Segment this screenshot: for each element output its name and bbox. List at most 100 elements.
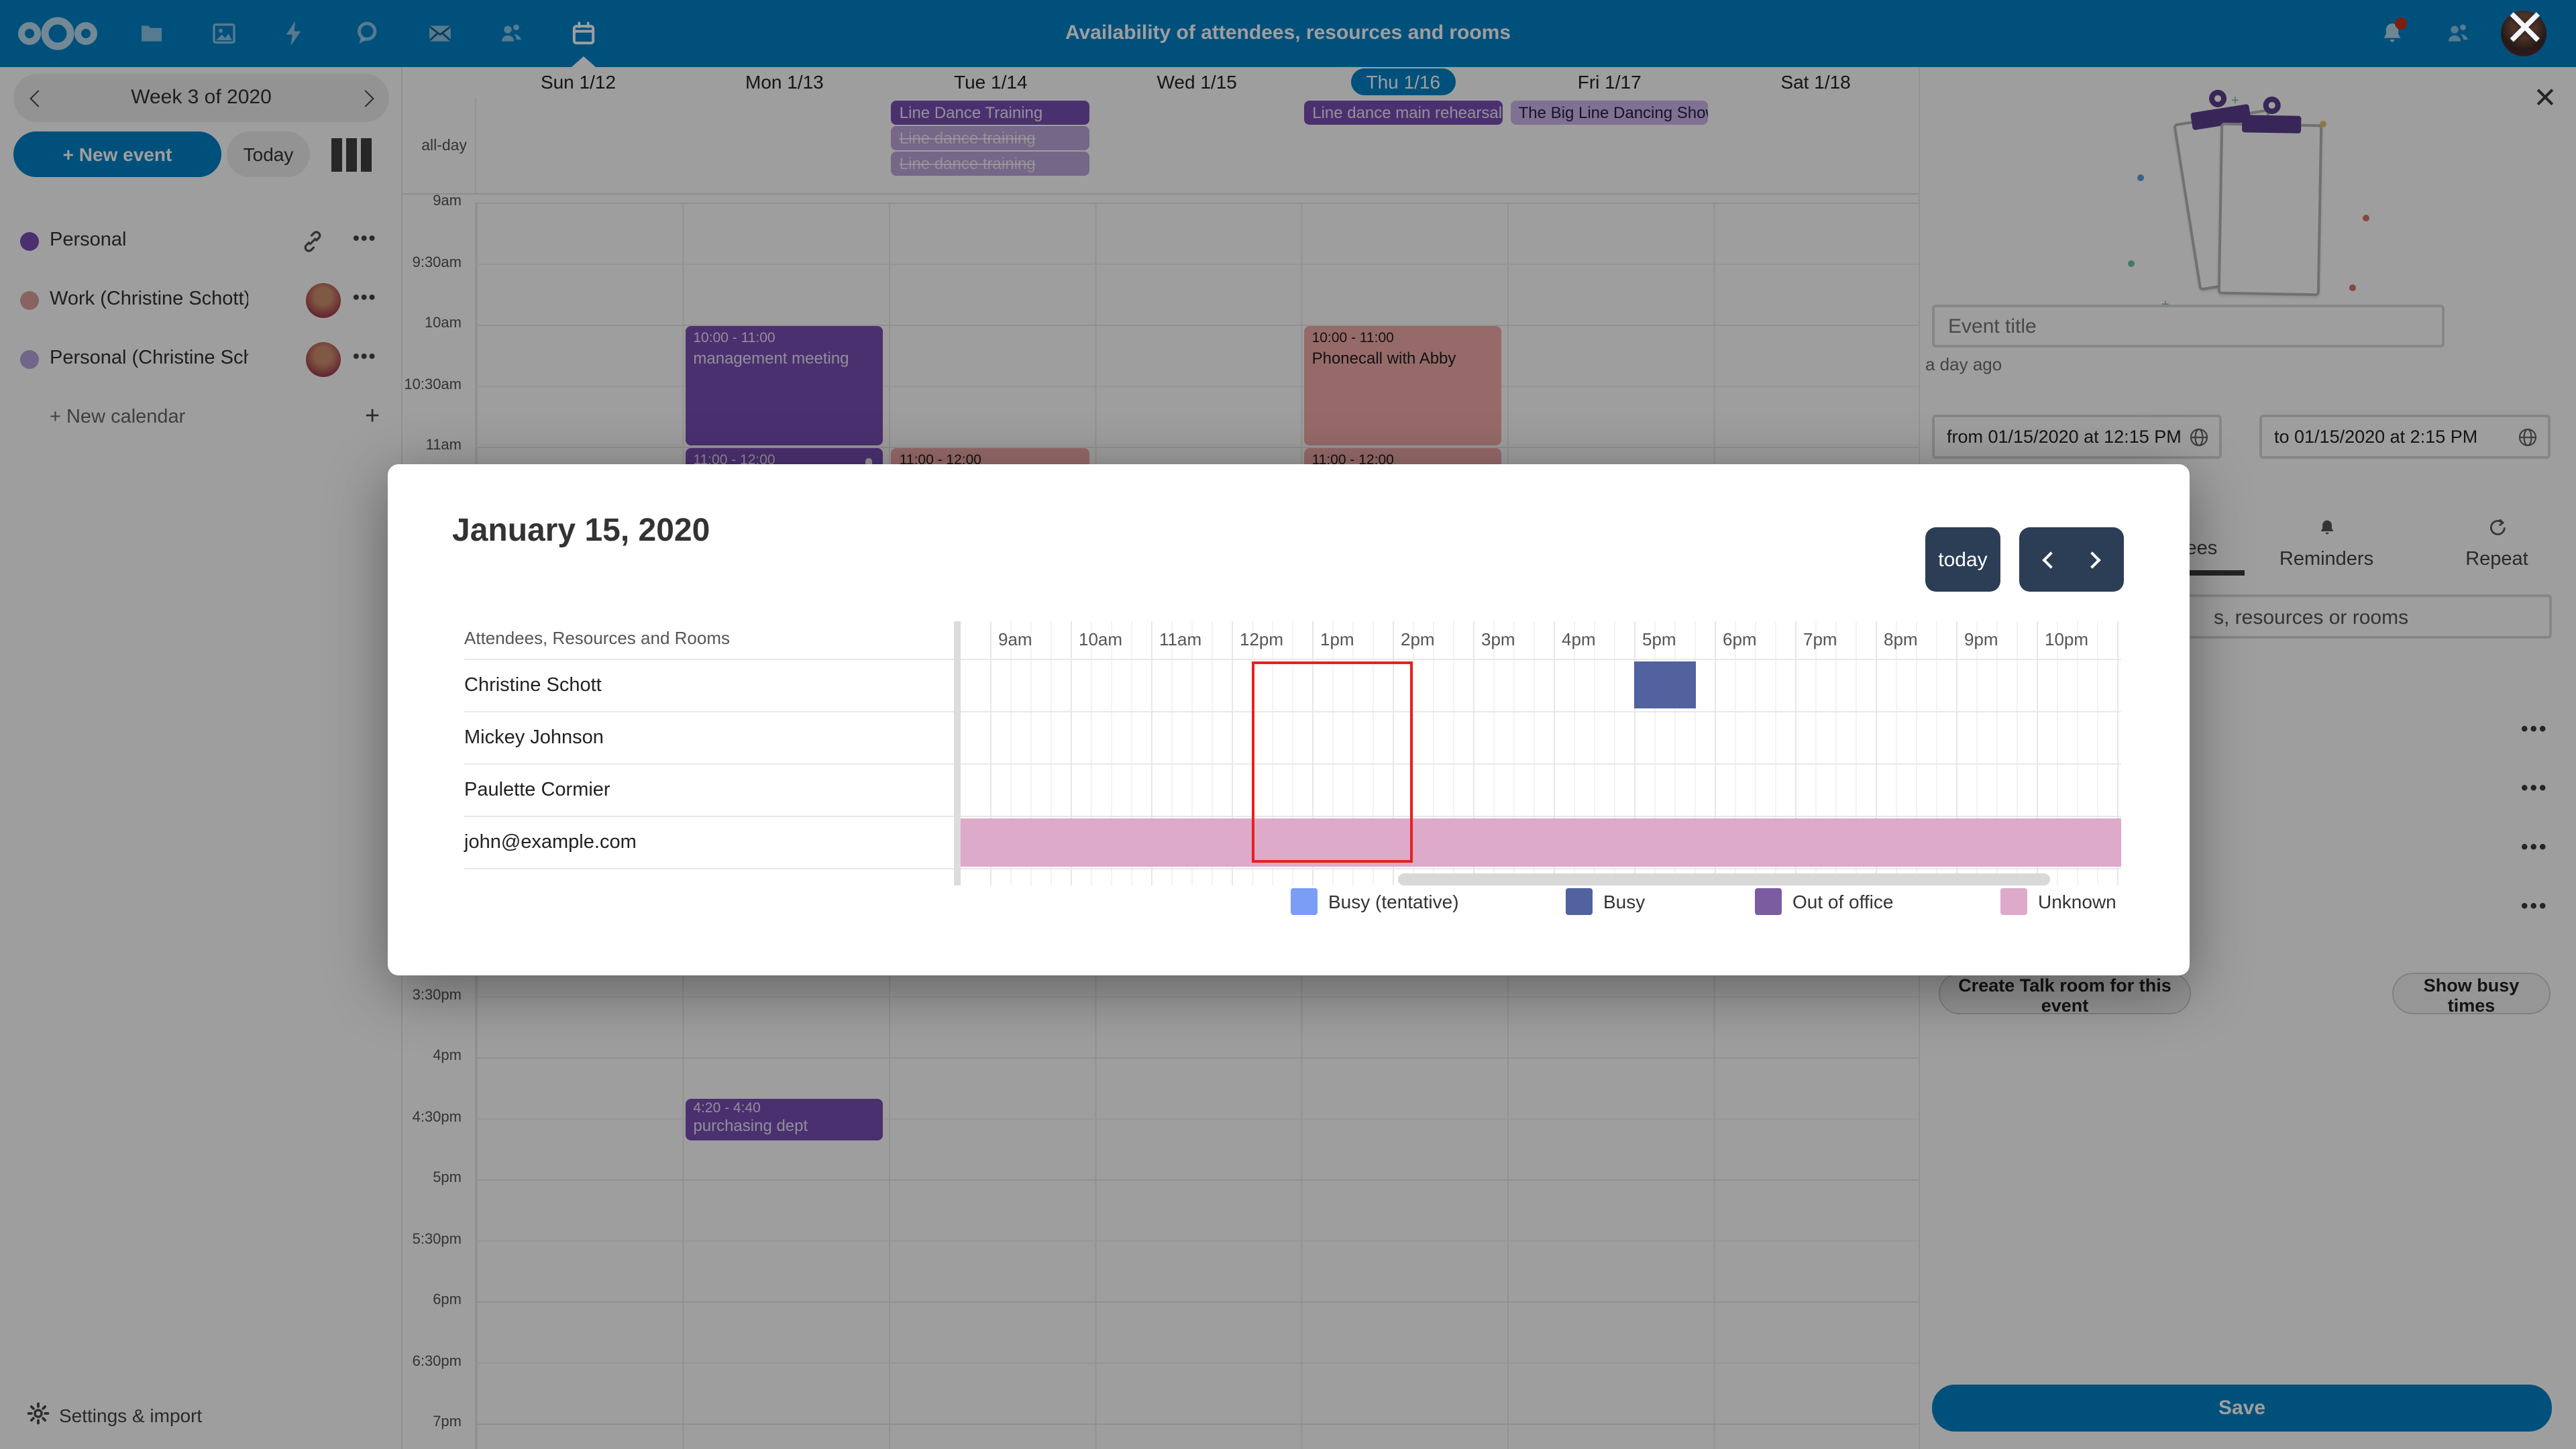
- time-label: 9am: [433, 195, 462, 209]
- day-header-row: Sun 1/12 Mon 1/13 Tue 1/14 Wed 1/15 Thu …: [402, 67, 1919, 98]
- timezone-globe-icon[interactable]: [2188, 427, 2210, 455]
- bell-icon: [2259, 518, 2394, 545]
- time-label: 4:30pm: [412, 1109, 462, 1125]
- today-pill: Thu 1/16: [1351, 68, 1456, 95]
- attendee-actions-icon[interactable]: •••: [2521, 718, 2548, 741]
- previous-day-icon[interactable]: [2042, 551, 2060, 568]
- event-title: management meeting: [693, 349, 849, 368]
- horizontal-scrollbar[interactable]: [1398, 873, 2050, 885]
- dialog-today-button[interactable]: today: [1925, 527, 2000, 592]
- hour-label: 8pm: [1884, 629, 1918, 649]
- calendar-owner-avatar: [306, 283, 341, 318]
- mail-app-icon[interactable]: [427, 20, 453, 47]
- attendee-row[interactable]: Christine Schott: [464, 660, 954, 712]
- notifications-bell-icon[interactable]: [2379, 17, 2407, 47]
- sidebar-calendar-work[interactable]: Work (Christine Schott) •••: [0, 271, 402, 330]
- time-label: 3:30pm: [412, 987, 462, 1003]
- all-day-event[interactable]: Line Dance Training: [891, 101, 1090, 125]
- attendee-actions-icon[interactable]: •••: [2521, 895, 2548, 918]
- hour-label: 1pm: [1320, 629, 1354, 649]
- event-time: 4:20 - 4:40: [693, 1100, 761, 1116]
- selected-timespan-outline[interactable]: [1252, 661, 1413, 863]
- availability-grid[interactable]: 9am 10am 11am 12pm 1pm 2pm 3pm 4pm 5pm 6pm 7pm 8pm 9…: [961, 621, 2121, 885]
- week-view-toggle-icon[interactable]: [331, 138, 372, 172]
- settings-import-button[interactable]: Settings & import: [0, 1395, 402, 1436]
- time-label: 6:30pm: [412, 1353, 462, 1369]
- all-day-event[interactable]: Line dance main rehearsal: [1304, 101, 1503, 125]
- day-header[interactable]: Fri 1/17: [1577, 71, 1642, 93]
- day-header[interactable]: Sun 1/12: [540, 71, 616, 93]
- hour-label: 6pm: [1723, 629, 1757, 649]
- user-avatar[interactable]: [2501, 11, 2546, 56]
- all-day-label: all-day: [421, 138, 467, 154]
- talk-app-icon[interactable]: [354, 20, 381, 47]
- cursor-close-icon: ✕: [2504, 1, 2546, 58]
- close-icon[interactable]: ✕: [2533, 83, 2557, 114]
- busy-block-christine: [1634, 661, 1696, 708]
- attendee-actions-icon[interactable]: •••: [2521, 777, 2548, 800]
- legend-label: Busy: [1603, 891, 1646, 912]
- week-label[interactable]: Week 3 of 2020: [131, 86, 272, 109]
- event-phonecall-with-abby[interactable]: 10:00 - 11:00 Phonecall with Abby: [1303, 326, 1502, 445]
- new-calendar-label: + New calendar: [50, 407, 186, 428]
- attendee-row[interactable]: Paulette Cormier: [464, 765, 954, 817]
- day-header[interactable]: Wed 1/15: [1157, 71, 1237, 93]
- timezone-globe-icon[interactable]: [2517, 427, 2538, 455]
- tab-label: Reminders: [2279, 549, 2374, 570]
- all-day-event-declined[interactable]: Line dance training: [891, 126, 1090, 150]
- day-header[interactable]: Sat 1/18: [1780, 71, 1851, 93]
- event-management-meeting[interactable]: 10:00 - 11:00 management meeting: [685, 326, 883, 445]
- tab-reminders[interactable]: Reminders: [2259, 518, 2394, 577]
- share-link-icon[interactable]: [301, 229, 325, 254]
- dialog-date-title: January 15, 2020: [452, 513, 710, 549]
- attendee-row[interactable]: john@example.com: [464, 817, 954, 869]
- time-label: 10:30am: [404, 376, 462, 392]
- tab-repeat[interactable]: Repeat: [2436, 518, 2557, 577]
- attendee-row[interactable]: Mickey Johnson: [464, 712, 954, 765]
- show-busy-times-button[interactable]: Show busy times: [2392, 973, 2551, 1016]
- legend-swatch: [1566, 888, 1593, 915]
- calendar-actions-icon[interactable]: •••: [353, 286, 377, 307]
- start-datetime-field[interactable]: from 01/15/2020 at 12:15 PM: [1932, 415, 2222, 459]
- activity-app-icon[interactable]: [282, 20, 309, 47]
- calendar-actions-icon[interactable]: •••: [353, 227, 377, 248]
- next-day-icon[interactable]: [2083, 551, 2101, 568]
- active-app-caret: [572, 56, 596, 67]
- attendee-name: john@example.com: [464, 832, 637, 853]
- calendar-actions-icon[interactable]: •••: [353, 345, 377, 366]
- time-label: 10am: [424, 315, 462, 331]
- time-label: 7pm: [433, 1414, 462, 1430]
- photos-app-icon[interactable]: [211, 20, 237, 47]
- attendee-actions-icon[interactable]: •••: [2521, 836, 2548, 859]
- hour-label: 5pm: [1642, 629, 1676, 649]
- calendar-name: Work (Christine Schott): [50, 288, 248, 310]
- day-header-today[interactable]: Thu 1/16: [1300, 67, 1507, 97]
- calendar-app-icon[interactable]: [570, 20, 597, 47]
- all-day-event[interactable]: The Big Line Dancing Show: [1510, 101, 1709, 125]
- end-datetime-field[interactable]: to 01/15/2020 at 2:15 PM: [2259, 415, 2551, 459]
- calendar-name: Personal: [50, 229, 127, 251]
- dialog-prev-next-buttons[interactable]: [2019, 527, 2124, 592]
- day-header[interactable]: Mon 1/13: [745, 71, 824, 93]
- start-datetime-value: from 01/15/2020 at 12:15 PM: [1947, 427, 2182, 447]
- all-day-event-declined[interactable]: Line dance training: [891, 152, 1090, 176]
- calendar-sidebar: Week 3 of 2020 + New event Today Persona…: [0, 67, 402, 1449]
- new-calendar-button[interactable]: + New calendar +: [0, 389, 402, 448]
- nextcloud-logo-icon[interactable]: [16, 16, 99, 58]
- legend-label: Unknown: [2038, 891, 2116, 912]
- time-label: 5pm: [433, 1170, 462, 1186]
- event-purchasing-dept[interactable]: 4:20 - 4:40 purchasing dept: [685, 1099, 883, 1140]
- contacts-menu-icon[interactable]: [2445, 20, 2471, 47]
- contacts-app-icon[interactable]: [498, 20, 525, 47]
- sidebar-calendar-personal-shared[interactable]: Personal (Christine Scho… •••: [0, 330, 402, 389]
- event-title-input[interactable]: [1932, 305, 2445, 347]
- last-modified-label: a day ago: [1925, 354, 2002, 374]
- files-app-icon[interactable]: [138, 20, 165, 47]
- today-button[interactable]: Today: [227, 131, 310, 177]
- sidebar-calendar-personal[interactable]: Personal •••: [0, 212, 402, 271]
- day-header[interactable]: Tue 1/14: [954, 71, 1028, 93]
- time-label: 6pm: [433, 1292, 462, 1308]
- hour-label: 9am: [998, 629, 1032, 649]
- save-button[interactable]: Save: [1932, 1385, 2552, 1432]
- new-event-button[interactable]: + New event: [13, 131, 221, 177]
